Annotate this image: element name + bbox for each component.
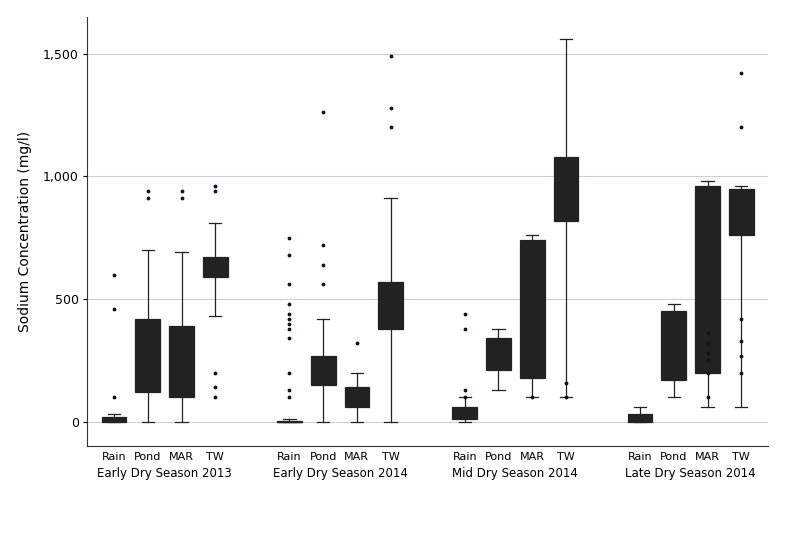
- Y-axis label: Sodium Concentration (mg/l): Sodium Concentration (mg/l): [17, 131, 32, 332]
- Text: Early Dry Season 2014: Early Dry Season 2014: [272, 467, 407, 480]
- PathPatch shape: [310, 355, 336, 385]
- PathPatch shape: [554, 157, 578, 220]
- PathPatch shape: [379, 282, 403, 329]
- PathPatch shape: [169, 326, 194, 397]
- Text: Late Dry Season 2014: Late Dry Season 2014: [626, 467, 756, 480]
- PathPatch shape: [520, 240, 545, 378]
- Text: Mid Dry Season 2014: Mid Dry Season 2014: [452, 467, 578, 480]
- PathPatch shape: [135, 319, 160, 392]
- Text: Early Dry Season 2013: Early Dry Season 2013: [97, 467, 232, 480]
- PathPatch shape: [345, 387, 369, 407]
- PathPatch shape: [695, 186, 720, 373]
- PathPatch shape: [729, 189, 754, 235]
- PathPatch shape: [277, 421, 302, 422]
- PathPatch shape: [101, 417, 127, 422]
- PathPatch shape: [203, 257, 227, 277]
- PathPatch shape: [628, 415, 653, 422]
- PathPatch shape: [661, 311, 686, 380]
- PathPatch shape: [452, 407, 477, 420]
- PathPatch shape: [486, 338, 511, 371]
